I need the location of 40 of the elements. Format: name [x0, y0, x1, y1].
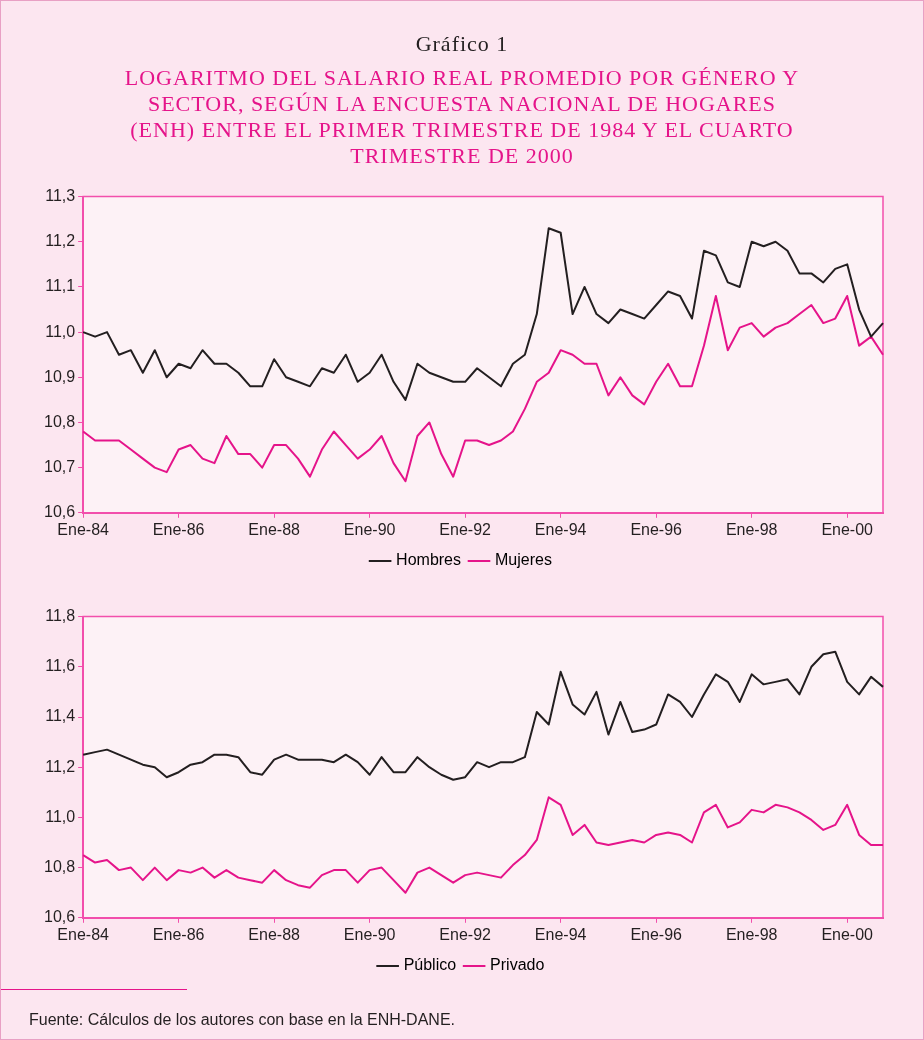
chart-title: Gráfico 1	[414, 31, 510, 57]
y-tick-label: 10,6	[44, 503, 76, 521]
x-tick-label: Ene-94	[534, 925, 587, 943]
x-tick-label: Ene-86	[152, 520, 205, 538]
legend-label: Mujeres	[495, 551, 552, 569]
x-tick-label: Ene-94	[534, 520, 587, 538]
x-tick-label: Ene-96	[630, 520, 683, 538]
x-tick-label: Ene-96	[630, 925, 683, 943]
y-tick-label: 10,9	[44, 367, 76, 385]
y-tick-label: 11,4	[45, 707, 76, 725]
y-tick-label: 11,0	[45, 807, 76, 825]
legend-label: Privado	[490, 956, 545, 974]
x-tick-label: Ene-98	[725, 520, 778, 538]
source-note: Fuente: Cálculos de los autores con base en la ENH-DANE.	[29, 1011, 455, 1029]
y-tick-label: 10,6	[44, 908, 76, 926]
x-tick-label: Ene-92	[439, 520, 492, 538]
x-tick-label: Ene-86	[152, 925, 205, 943]
chart-subtitle: LOGARITMO DEL SALARIO REAL PROMEDIO POR GÉNERO Y SECTOR, SEGÚN LA ENCUESTA NACIONAL DE HOGARES (ENH) ENTRE EL PRIMER TRIMESTRE DE 1984 Y EL CUARTO TRIMESTRE DE 2000	[123, 65, 801, 169]
y-tick-label: 11,6	[45, 657, 76, 675]
y-tick-label: 10,7	[44, 458, 76, 476]
x-tick-label: Ene-90	[343, 925, 396, 943]
y-tick-label: 10,8	[44, 858, 76, 876]
y-tick-label: 11,8	[45, 607, 76, 625]
y-tick-label: 11,2	[45, 757, 76, 775]
legend-label: Público	[403, 956, 457, 974]
y-tick-label: 11,0	[45, 322, 76, 340]
x-tick-label: Ene-00	[821, 520, 874, 538]
y-tick-label: 10,8	[44, 412, 76, 430]
x-tick-label: Ene-92	[439, 925, 492, 943]
x-tick-label: Ene-88	[248, 520, 301, 538]
legend-label: Hombres	[396, 551, 461, 569]
x-tick-label: Ene-98	[725, 925, 778, 943]
y-tick-label: 11,1	[45, 277, 76, 295]
x-tick-label: Ene-00	[821, 925, 874, 943]
y-tick-label: 11,3	[45, 187, 76, 205]
x-tick-label: Ene-84	[57, 520, 110, 538]
y-tick-label: 11,2	[45, 232, 76, 250]
x-tick-label: Ene-88	[248, 925, 301, 943]
x-tick-label: Ene-90	[343, 520, 396, 538]
x-tick-label: Ene-84	[57, 925, 110, 943]
